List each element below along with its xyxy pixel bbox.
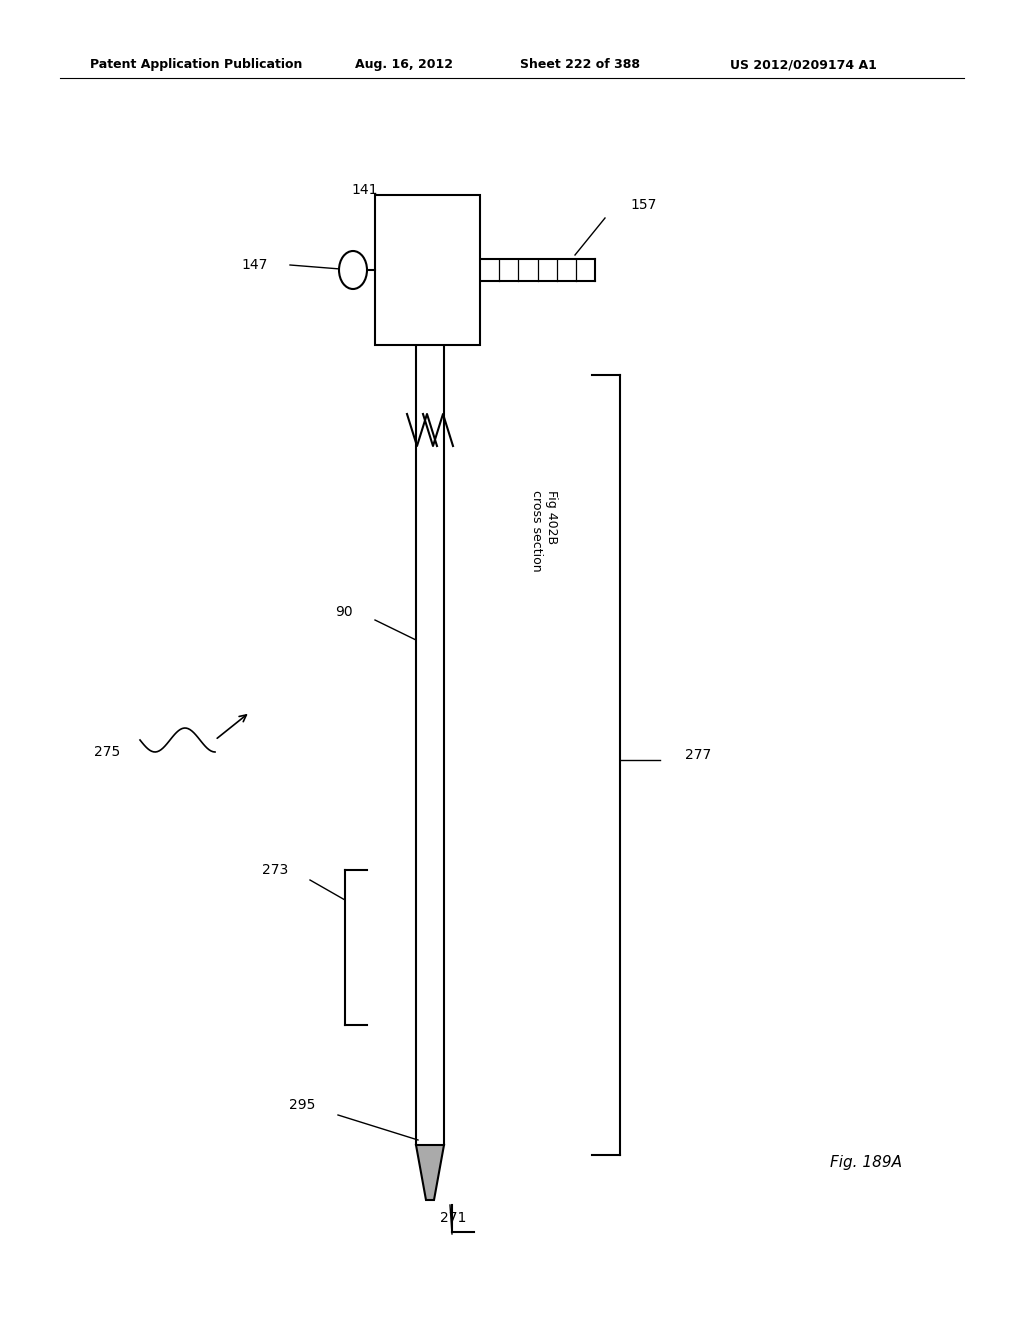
Text: Aug. 16, 2012: Aug. 16, 2012: [355, 58, 453, 71]
Text: 277: 277: [685, 748, 712, 762]
FancyArrowPatch shape: [217, 715, 247, 738]
Text: Fig 402B
cross section: Fig 402B cross section: [530, 490, 558, 572]
Polygon shape: [416, 1144, 444, 1200]
Text: 141: 141: [351, 183, 378, 197]
Text: 271: 271: [440, 1210, 466, 1225]
Text: 90: 90: [336, 605, 353, 619]
Text: 273: 273: [262, 863, 288, 876]
Bar: [375, 195, 480, 345]
Text: 275: 275: [94, 744, 120, 759]
Text: Sheet 222 of 388: Sheet 222 of 388: [520, 58, 640, 71]
Text: Patent Application Publication: Patent Application Publication: [90, 58, 302, 71]
Text: US 2012/0209174 A1: US 2012/0209174 A1: [730, 58, 877, 71]
Text: 147: 147: [242, 257, 268, 272]
Ellipse shape: [339, 251, 367, 289]
Text: 295: 295: [289, 1098, 315, 1111]
Text: Fig. 189A: Fig. 189A: [830, 1155, 902, 1170]
Text: 157: 157: [630, 198, 656, 213]
